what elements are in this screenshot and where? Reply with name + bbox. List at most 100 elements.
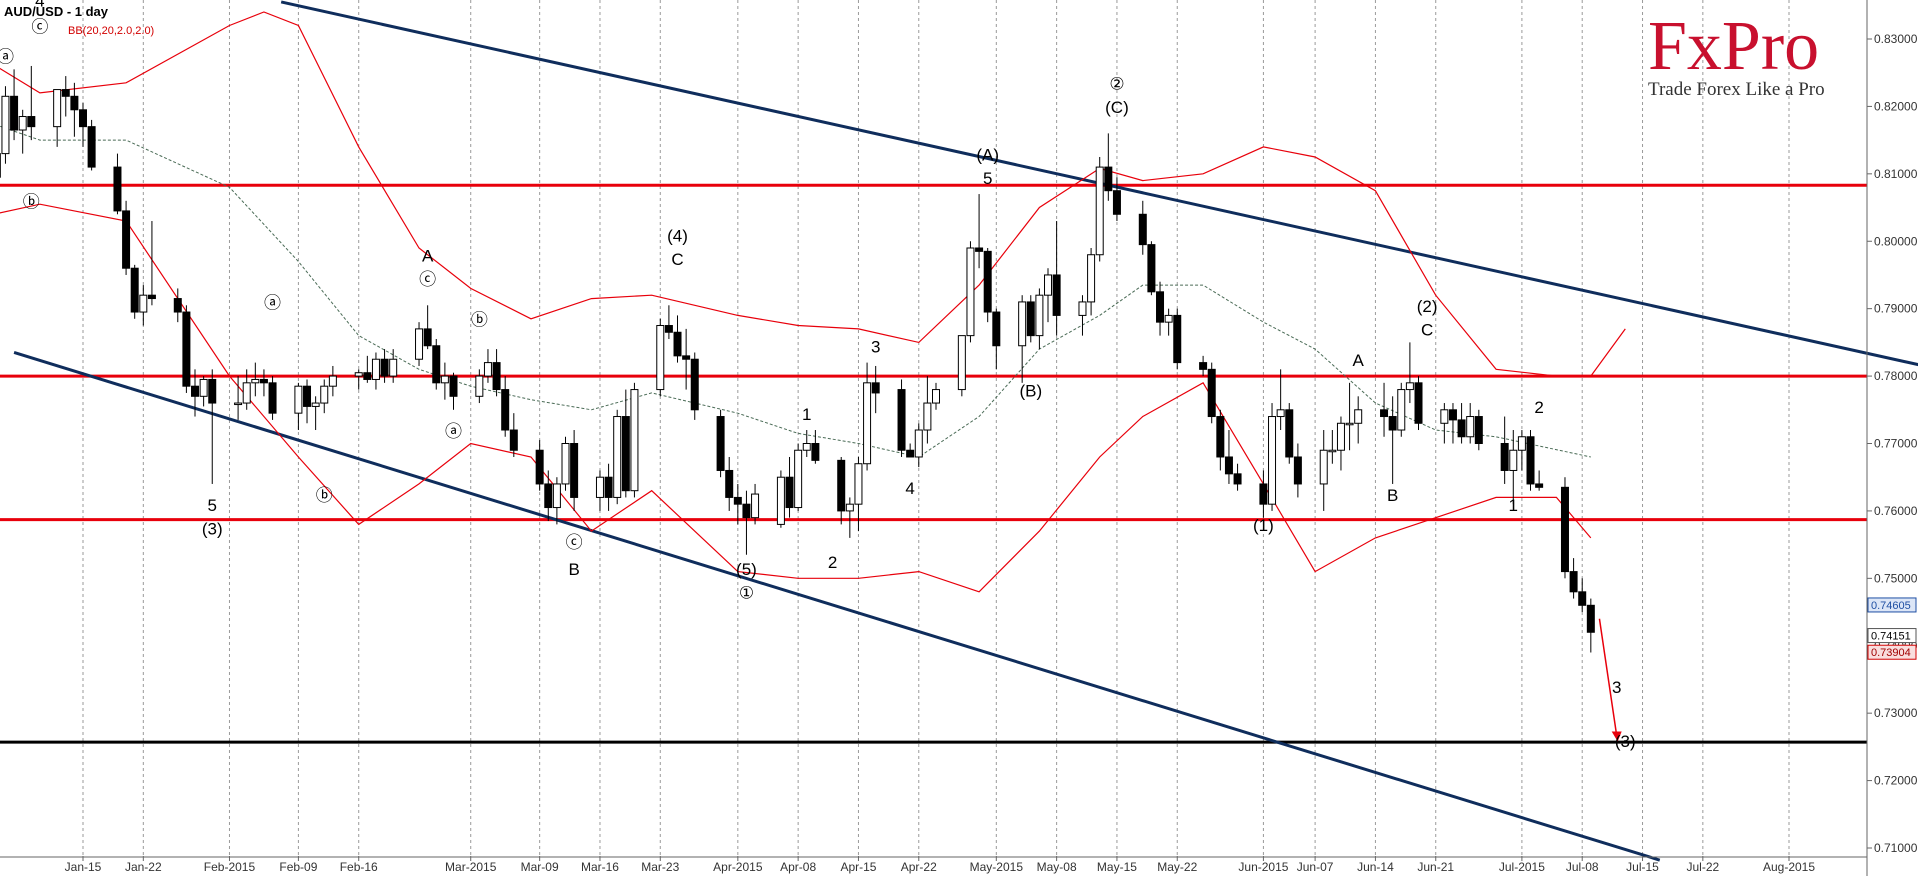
- x-tick-label: Apr-2015: [713, 860, 763, 874]
- candle-body: [871, 382, 880, 394]
- candle-body: [87, 126, 96, 168]
- candle-body: [837, 459, 846, 512]
- candle-body: [854, 463, 863, 505]
- price-box: [1867, 597, 1917, 613]
- candle-body: [79, 109, 87, 128]
- arrow-head: [1611, 731, 1622, 742]
- x-tick-label: May-15: [1097, 860, 1137, 874]
- wave-label: ⓑ: [471, 311, 488, 330]
- wave-label: 5: [208, 496, 217, 515]
- x-tick-label: Jul-22: [1686, 860, 1719, 874]
- candle-body: [1199, 362, 1208, 370]
- wave-label: A: [1353, 351, 1365, 370]
- candle-body: [1328, 449, 1337, 453]
- wave-label: ⓒ: [31, 17, 48, 36]
- wave-label: (4): [667, 226, 688, 245]
- x-tick-label: Jul-08: [1566, 860, 1599, 874]
- candle-body: [61, 89, 70, 97]
- wave-label: ⓐ: [445, 422, 462, 441]
- candle-body: [1233, 473, 1242, 485]
- y-tick-label: 0.76000: [1874, 504, 1918, 518]
- x-tick-label: Feb-16: [340, 860, 378, 874]
- wave-label: (C): [1105, 98, 1129, 117]
- x-tick-label: May-2015: [970, 860, 1024, 874]
- wave-label: ⓑ: [316, 486, 333, 505]
- y-tick-label: 0.72000: [1874, 774, 1918, 788]
- wave-label: 5: [983, 169, 992, 188]
- candle-body: [621, 416, 630, 492]
- fxpro-logo: FxPro Trade Forex Like a Pro: [1648, 8, 1825, 100]
- candle-body: [1259, 483, 1268, 505]
- candle-body: [1052, 274, 1061, 316]
- y-tick-label: 0.79000: [1874, 302, 1918, 316]
- price-boxes: 0.74605 0.74151 0.73904: [1867, 597, 1917, 660]
- y-tick-label: 0.83000: [1874, 32, 1918, 46]
- candle-body: [535, 449, 544, 485]
- candle-body: [1095, 166, 1104, 256]
- x-tick-label: May-22: [1157, 860, 1197, 874]
- candle-body: [10, 95, 19, 131]
- wave-label: 2: [1534, 398, 1543, 417]
- candle-body: [751, 493, 760, 519]
- candle-body: [966, 247, 975, 337]
- candle-body: [794, 449, 803, 509]
- candle-body: [199, 378, 208, 397]
- candle-body: [863, 382, 872, 465]
- candle-body: [27, 116, 36, 128]
- candle-body: [1509, 449, 1518, 471]
- candle-body: [725, 469, 734, 498]
- wave-labels: ⓐ4ⓒⓑⓥ3ⓐⓑ5(3)AⓒⓑⓐⓒB(4)C(5)①1234(A)5(B)②(C…: [0, 0, 1636, 751]
- x-tick-label: Mar-16: [581, 860, 619, 874]
- candle-body: [923, 402, 932, 431]
- channel-lines: [13, 0, 1918, 862]
- x-tick-label: Mar-2015: [445, 860, 497, 874]
- candle-body: [18, 116, 27, 131]
- candle-body: [1018, 301, 1027, 347]
- wave-label: 1: [802, 405, 811, 424]
- candle-body: [785, 476, 794, 509]
- candle-body: [1474, 416, 1483, 444]
- candle-body: [957, 335, 966, 391]
- candle-body: [1586, 604, 1595, 633]
- candle-body: [311, 402, 320, 407]
- wave-label: 4: [905, 479, 914, 498]
- candle-body: [130, 267, 139, 313]
- wave-label: C: [671, 250, 683, 269]
- candle-body: [595, 476, 604, 498]
- candle-body: [483, 362, 492, 377]
- wave-label: ②: [1109, 75, 1124, 94]
- x-tick-label: May-08: [1037, 860, 1077, 874]
- x-tick-label: Apr-22: [901, 860, 937, 874]
- candle-body: [242, 382, 251, 404]
- candle-body: [320, 385, 329, 404]
- candle-body: [1207, 368, 1216, 418]
- wave-label: (3): [1615, 732, 1636, 751]
- x-tick-label: Mar-09: [521, 860, 559, 874]
- candle-body: [509, 429, 518, 451]
- candle-body: [1268, 416, 1277, 505]
- candle-body: [1405, 382, 1414, 391]
- candle-body: [673, 331, 682, 357]
- candle-body: [552, 483, 561, 509]
- channel-line: [280, 0, 1918, 367]
- candle-body: [182, 311, 191, 387]
- candle-body: [173, 298, 182, 313]
- candle-body: [1026, 301, 1035, 337]
- candle-body: [389, 358, 398, 377]
- candle-body: [1535, 483, 1544, 488]
- bollinger-lower: [0, 203, 1592, 593]
- x-tick-label: Jun-14: [1357, 860, 1394, 874]
- x-tick-label: Jun-07: [1297, 860, 1334, 874]
- wave-label: ⓑ: [23, 193, 40, 212]
- wave-label: A: [422, 246, 434, 265]
- candle-body: [363, 372, 372, 380]
- candle-body: [1319, 449, 1328, 485]
- x-tick-label: Apr-15: [840, 860, 876, 874]
- candle-body: [440, 375, 449, 384]
- candle-body: [1345, 422, 1354, 426]
- wave-label: ⓒ: [566, 533, 583, 552]
- wave-label: (2): [1417, 297, 1438, 316]
- bollinger-upper: [0, 11, 1626, 377]
